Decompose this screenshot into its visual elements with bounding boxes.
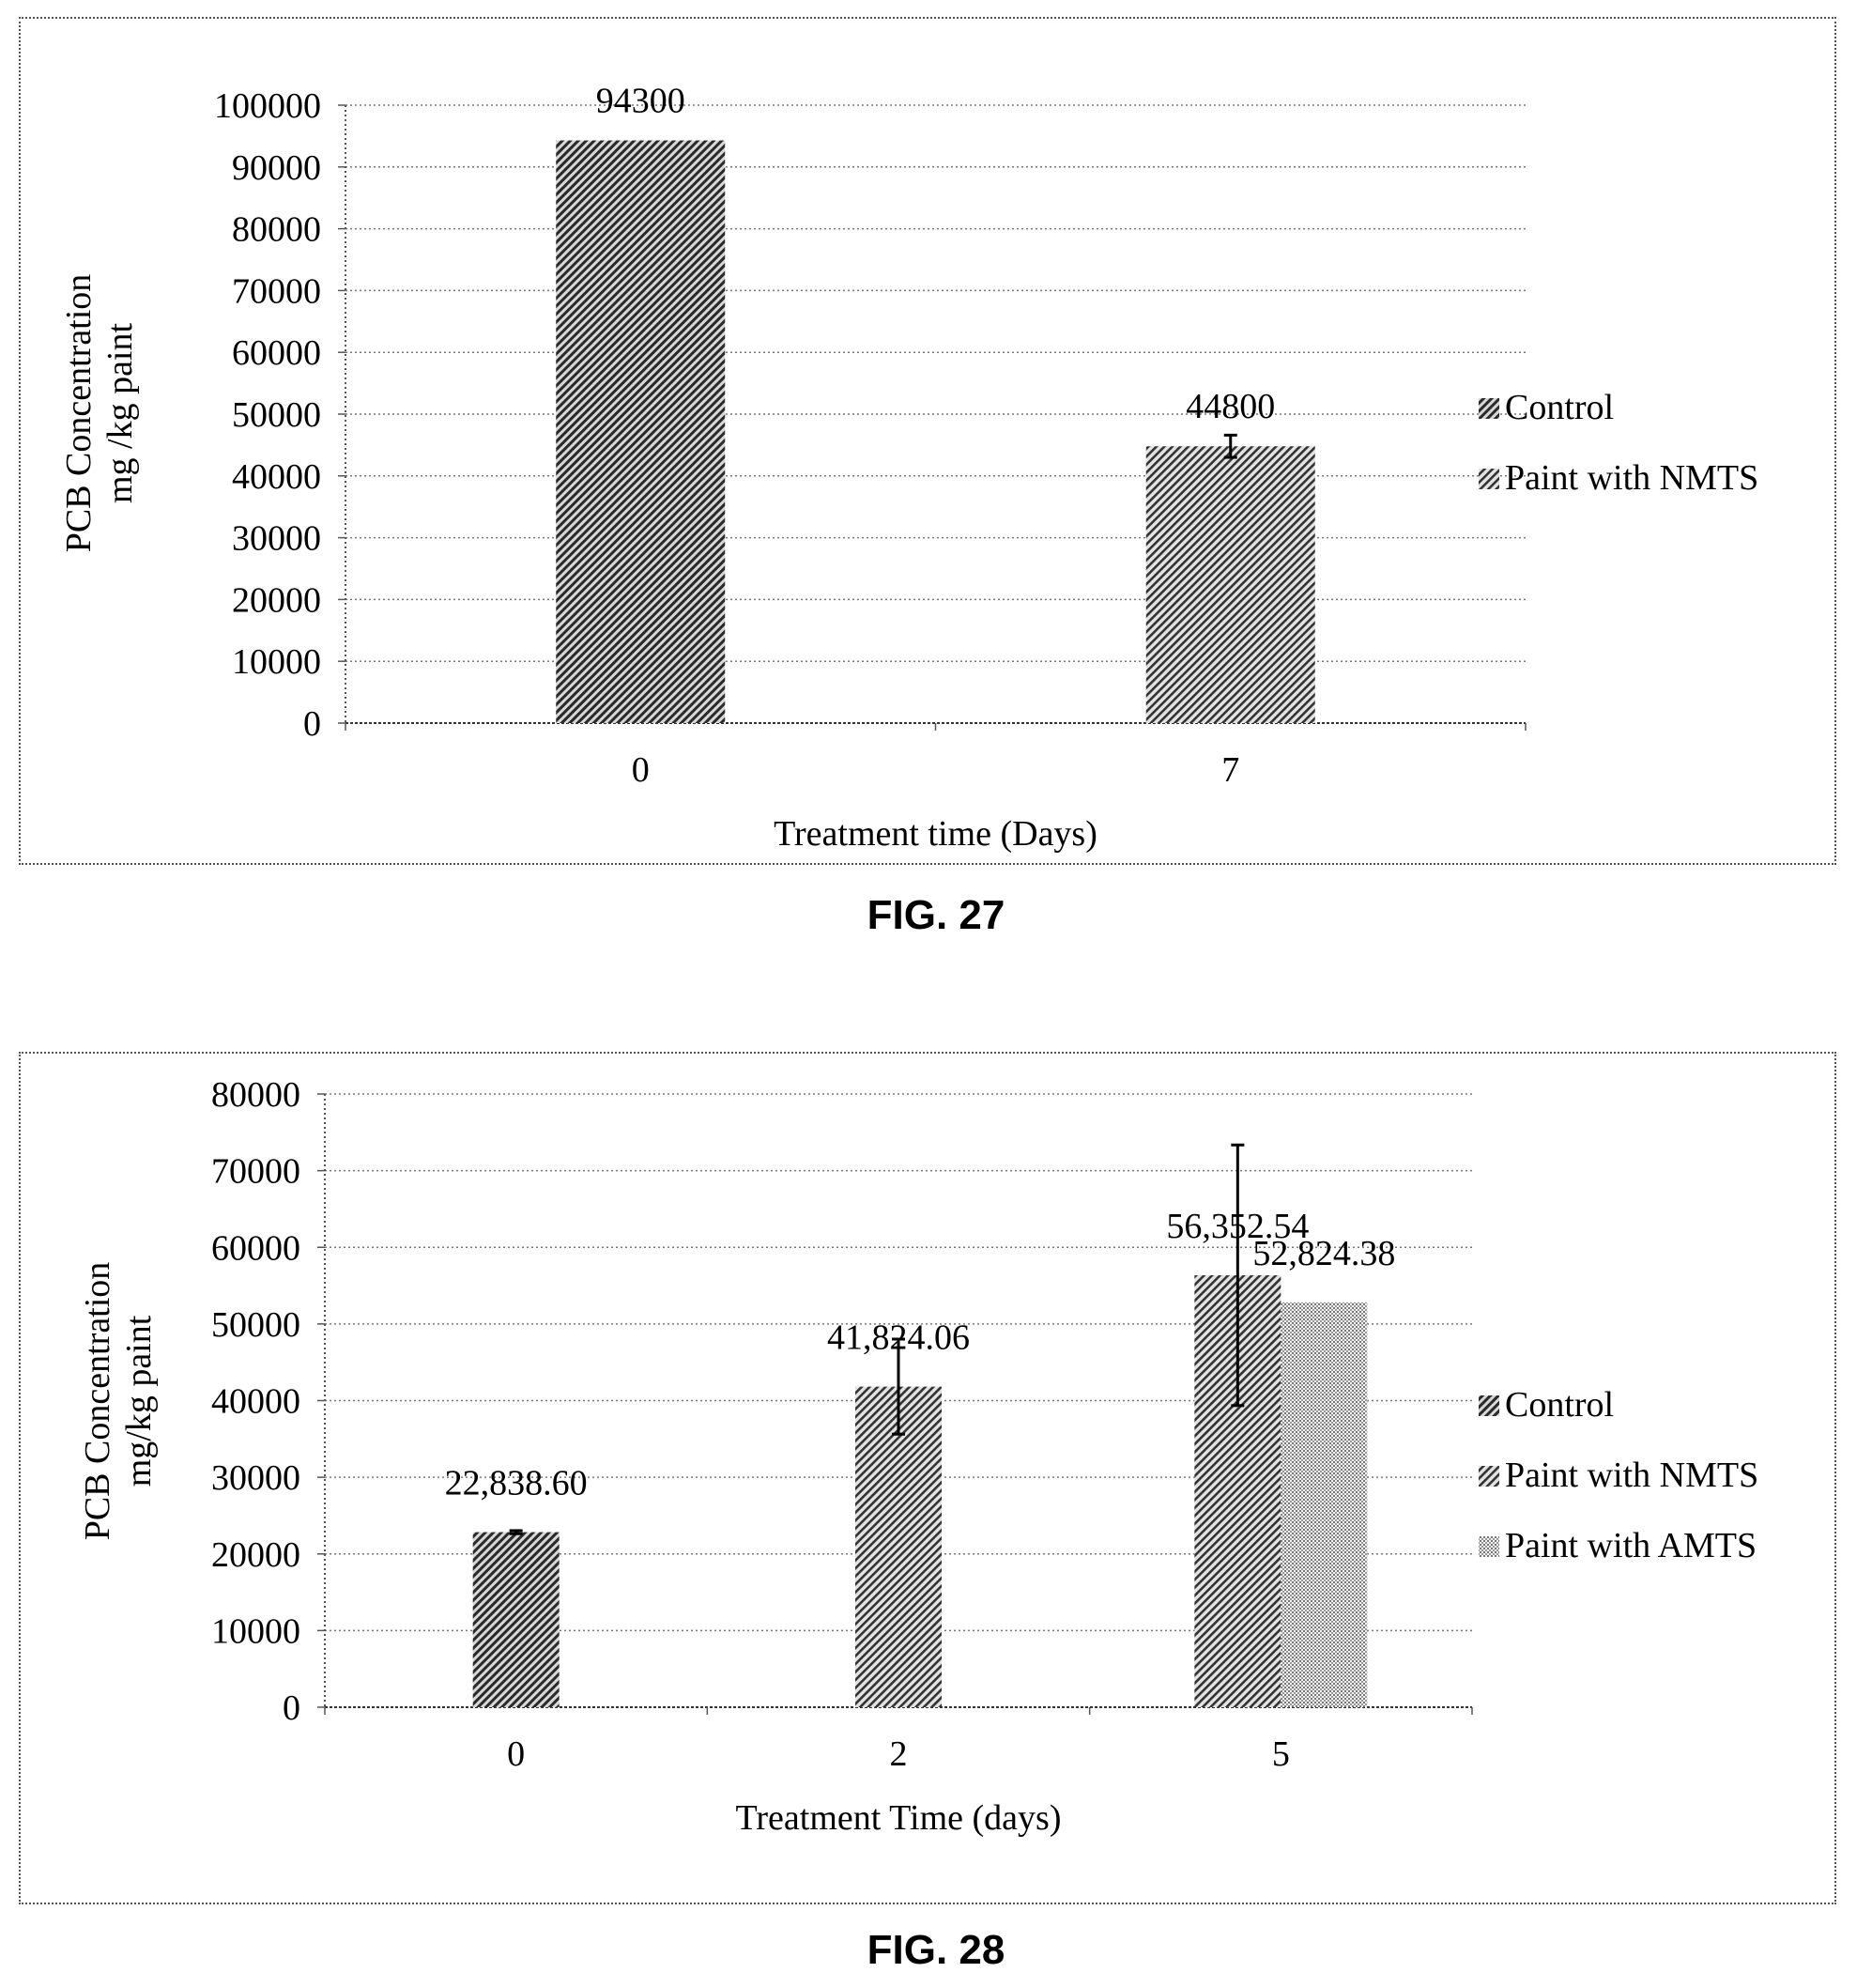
y-tick-label: 30000	[232, 519, 321, 559]
y-tick-label: 60000	[232, 333, 321, 373]
figure-28-frame	[19, 1052, 1836, 1904]
figure-27-caption: FIG. 27	[867, 892, 1005, 938]
legend-label: Control	[1505, 388, 1614, 427]
data-label: 44800	[1186, 387, 1275, 426]
y-tick-label: 70000	[232, 271, 321, 311]
y-tick-label: 90000	[232, 148, 321, 188]
legend-swatch	[1479, 398, 1499, 419]
x-tick-label: 7	[1221, 750, 1239, 790]
x-axis-label: Treatment time (Days)	[774, 814, 1097, 854]
data-label: 94300	[596, 82, 685, 121]
x-tick-label: 0	[632, 750, 650, 790]
chart-fig-27: 0 10000 20000 30000 40000 50000 60000 70000 8000…	[59, 82, 1758, 854]
bar-control-0	[556, 140, 726, 724]
y-tick-label: 40000	[232, 457, 321, 497]
y-tick-label: 80000	[232, 210, 321, 250]
y-tick-label: 20000	[232, 580, 321, 620]
y-tick-label: 100000	[214, 86, 321, 126]
legend-swatch	[1479, 469, 1499, 489]
y-tick-label: 0	[303, 704, 321, 744]
bar-paint-with-nmts-7	[1145, 446, 1315, 723]
figure-27-frame	[19, 17, 1836, 865]
legend-label: Paint with NMTS	[1505, 458, 1758, 498]
figure-28-caption: FIG. 28	[867, 1927, 1005, 1973]
y-tick-label: 10000	[232, 642, 321, 682]
y-tick-label: 50000	[232, 395, 321, 435]
y-axis-label: PCB Concentrationmg /kg paint	[59, 274, 140, 553]
